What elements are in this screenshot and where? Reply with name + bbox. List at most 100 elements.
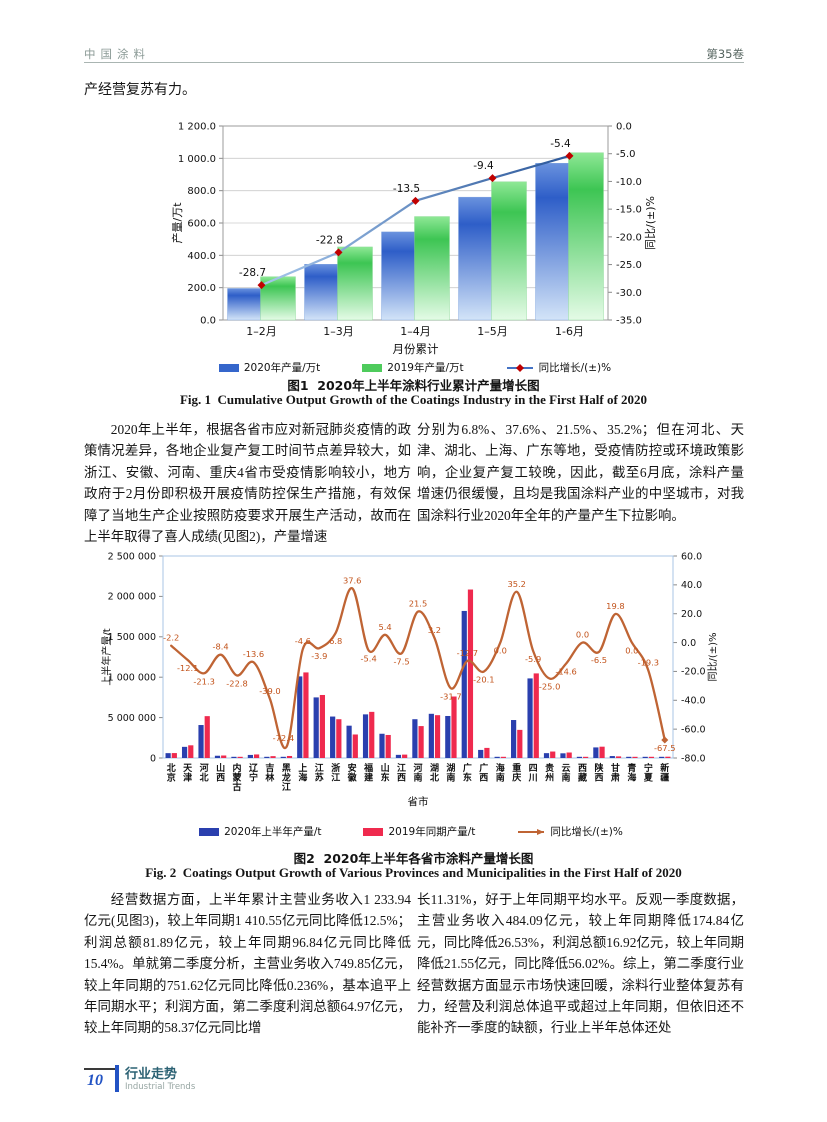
svg-text:21.5: 21.5 [409,599,427,609]
fig1-growth-line: -28.7 -22.8 -13.5 -9.4 -5.4 [239,138,574,290]
svg-text:1 000 000: 1 000 000 [108,673,156,684]
svg-text:江: 江 [331,771,340,783]
svg-text:-13.5: -13.5 [393,183,420,195]
svg-text:-8.4: -8.4 [212,642,228,652]
svg-text:龙: 龙 [281,771,291,783]
svg-text:西: 西 [594,772,603,783]
svg-text:北: 北 [167,762,176,774]
svg-text:建: 建 [364,771,374,783]
svg-text:5.4: 5.4 [378,622,391,632]
svg-text:四: 四 [529,763,538,774]
svg-text:上: 上 [298,762,307,774]
footer-section: 行业走势 Industrial Trends [125,1067,195,1093]
legend-item: 2019年同期产量/t [363,824,475,839]
fig1-caption-zh: 图1 2020年上半年涂料行业累计产量增长图 [287,378,540,393]
volume-label: 第35卷 [706,47,744,61]
svg-text:产量/万t: 产量/万t [170,202,184,244]
svg-text:西: 西 [578,763,587,774]
legend-swatch [199,827,220,836]
svg-text:35.2: 35.2 [507,579,525,589]
svg-text:-39.0: -39.0 [259,686,280,696]
svg-text:6.8: 6.8 [329,636,342,646]
legend-item: 同比增长/(±)% [517,824,623,839]
svg-text:青: 青 [627,762,636,774]
svg-text:2 000 000: 2 000 000 [108,592,156,603]
svg-text:0.0: 0.0 [681,638,696,649]
svg-text:内: 内 [233,762,242,774]
svg-text:贵: 贵 [545,762,554,774]
svg-text:1 500 000: 1 500 000 [108,632,156,643]
svg-text:苏: 苏 [315,771,324,783]
svg-text:海: 海 [627,771,636,783]
svg-text:-5.9: -5.9 [525,654,541,664]
legend-label: 2019年同期产量/t [388,826,476,838]
page-header: 中国涂料 第35卷 [84,46,744,63]
svg-text:浙: 浙 [331,762,340,774]
svg-text:-80.0: -80.0 [681,753,706,764]
svg-text:新: 新 [660,762,669,774]
svg-text:南: 南 [496,771,505,783]
svg-text:江: 江 [282,781,291,793]
fig2-growth-line [170,587,669,750]
legend-line-swatch [506,363,533,372]
legend-label: 2020年产量/万t [243,362,321,374]
svg-text:0: 0 [150,753,156,764]
svg-text:河: 河 [200,762,209,774]
svg-text:-13.6: -13.6 [243,649,264,659]
svg-text:江: 江 [397,762,406,774]
svg-text:西: 西 [216,772,225,783]
svg-text:-28.7: -28.7 [239,267,266,279]
legend-label: 2020年上半年产量/t [224,826,322,838]
svg-text:古: 古 [233,781,242,793]
svg-text:西: 西 [479,772,488,783]
svg-text:黑: 黑 [282,763,291,774]
svg-text:19.8: 19.8 [606,601,624,611]
svg-text:-5.4: -5.4 [550,138,571,150]
body-paragraph-2-right-column: 长11.31%，好于上年同期平均水平。反观一季度数据，主营业务收入484.09亿… [417,889,744,1039]
svg-text:省市: 省市 [408,795,429,808]
svg-text:州: 州 [544,772,554,783]
fig2-growth-labels: -2.2 -12.1 -21.3 -8.4 -22.8 -13.6 -39.0 -72.4 -4… [163,575,675,753]
figure-2: 2 500 000 2 000 000 1 500 000 1 000 000 5 00… [98,552,724,839]
svg-text:2 500 000: 2 500 000 [108,552,156,562]
paragraph-text: 经营数据方面，上半年累计主营业务收入1 233.94亿元(见图3)，较上年同期1… [84,892,411,1036]
footer-section-zh: 行业走势 [125,1067,178,1082]
fig2-caption-zh: 图2 2020年上半年各省市涂料产量增长图 [293,851,534,866]
svg-text:宁: 宁 [249,771,258,783]
page-footer: 10 行业走势 Industrial Trends [84,1065,195,1093]
svg-text:-7.5: -7.5 [393,656,409,666]
svg-text:0.0: 0.0 [625,646,638,656]
svg-text:1–3月: 1–3月 [323,325,354,338]
svg-text:200.0: 200.0 [187,283,216,294]
fig1-bars: 1–2月 1–3月 1–4月 1–5月 1-6月 [227,152,604,338]
svg-text:-12.7: -12.7 [457,648,478,658]
fig2-bars: 北京天津河北山西内蒙古辽宁吉林黑龙江上海江苏浙江安徽福建山东江西河南湖北湖南广东… [165,589,671,793]
svg-text:0.0: 0.0 [200,316,216,327]
svg-text:南: 南 [446,771,455,783]
svg-text:藏: 藏 [578,771,587,783]
svg-text:徽: 徽 [347,771,358,783]
legend-label: 同比增长/(±)% [550,826,623,838]
svg-text:1–5月: 1–5月 [477,325,508,338]
svg-text:-15.0: -15.0 [616,205,642,216]
legend-swatch [363,827,384,836]
svg-text:江: 江 [315,762,324,774]
svg-text:-12.1: -12.1 [177,663,198,673]
page-number: 10 [84,1068,115,1090]
figure-1: 1 200.0 1 000.0 800.0 600.0 400.0 200.0 0.0 0.0… [168,110,662,375]
svg-text:南: 南 [413,771,422,783]
svg-text:-31.7: -31.7 [440,691,461,701]
svg-text:北: 北 [200,771,209,783]
svg-text:1-6月: 1-6月 [555,325,584,338]
legend-swatch [362,363,383,372]
svg-text:海: 海 [298,771,307,783]
svg-text:广: 广 [463,762,472,774]
svg-text:湖: 湖 [430,762,439,774]
body-paragraph-1-left-column: 2020年上半年，根据各省市应对新冠肺炎疫情的政策情况差异，各地企业复产复工时间… [84,419,411,547]
svg-text:甘: 甘 [611,762,620,774]
svg-text:-2.2: -2.2 [163,633,179,643]
svg-text:山: 山 [381,762,390,774]
svg-text:-5.4: -5.4 [361,653,377,663]
svg-text:川: 川 [528,772,538,783]
svg-text:福: 福 [363,762,373,774]
